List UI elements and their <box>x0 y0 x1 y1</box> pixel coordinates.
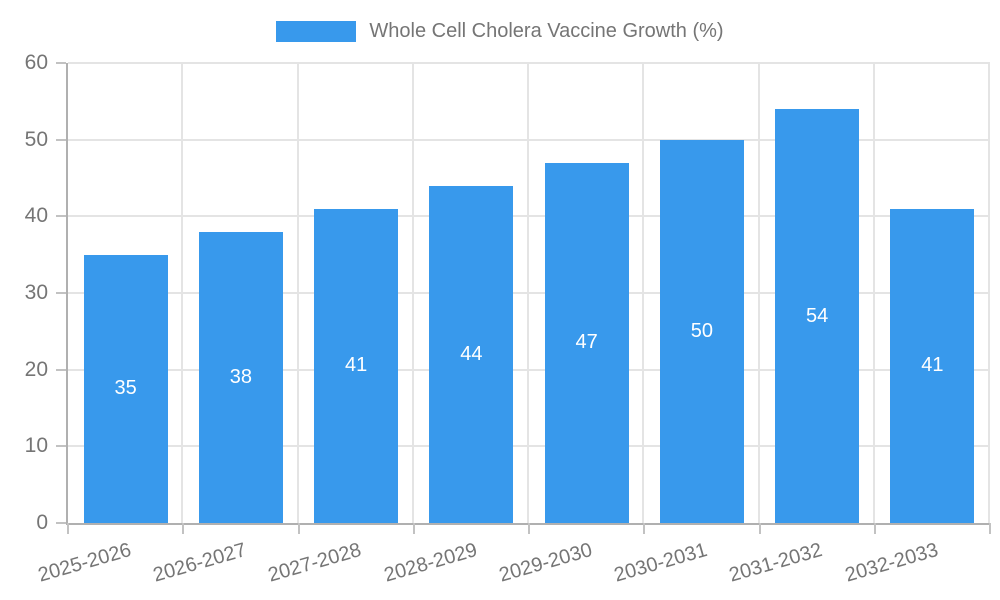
x-axis-tick-mark <box>412 523 415 534</box>
x-axis-tick-mark <box>297 523 300 534</box>
x-axis-tick-mark <box>182 523 185 534</box>
y-axis-tick-mark <box>56 292 66 294</box>
vertical-gridline <box>527 63 529 523</box>
vertical-gridline <box>642 63 645 523</box>
y-axis-tick-label: 0 <box>36 511 48 534</box>
y-axis-tick-label: 50 <box>24 127 48 151</box>
legend[interactable]: Whole Cell Cholera Vaccine Growth (%) <box>0 17 1000 45</box>
bar-value-label: 41 <box>345 354 368 377</box>
legend-swatch <box>276 20 357 42</box>
x-axis-tick-label: 2026-2027 <box>150 539 249 587</box>
x-axis-tick-mark <box>758 523 761 534</box>
bar: 41 <box>890 208 975 523</box>
y-axis-tick-mark <box>56 138 66 141</box>
x-axis-tick-label: 2030-2031 <box>611 539 710 587</box>
bar-value-label: 41 <box>921 354 944 377</box>
bar: 38 <box>198 231 283 523</box>
vertical-gridline <box>988 63 990 523</box>
bar: 54 <box>775 109 860 523</box>
x-axis-tick-mark <box>528 523 530 534</box>
bar: 35 <box>83 254 168 523</box>
x-axis-tick-label: 2032-2033 <box>842 539 941 587</box>
y-axis-tick-label: 20 <box>24 357 48 381</box>
y-axis-tick-mark <box>56 445 66 448</box>
horizontal-gridline <box>68 445 990 448</box>
bar-value-label: 38 <box>229 365 252 388</box>
horizontal-gridline <box>68 62 990 64</box>
bar-value-label: 50 <box>690 319 713 342</box>
y-axis-tick-label: 60 <box>24 51 48 74</box>
vertical-gridline <box>296 63 299 523</box>
vertical-gridline <box>181 63 184 523</box>
x-axis-tick-label: 2025-2026 <box>35 539 134 587</box>
y-axis-tick-mark <box>56 522 66 524</box>
legend-label: Whole Cell Cholera Vaccine Growth (%) <box>369 19 724 42</box>
x-axis-tick-label: 2031-2032 <box>727 539 826 587</box>
bar: 41 <box>314 208 399 523</box>
y-axis-tick-mark <box>56 215 66 218</box>
bar: 47 <box>544 162 629 523</box>
plot-area: 35 38 41 44 47 50 54 41 2025-2026 2026-2027 2027-2… <box>36 62 991 587</box>
x-axis-tick-mark <box>873 523 876 534</box>
horizontal-gridline <box>68 138 990 141</box>
bar-value-label: 47 <box>575 331 598 354</box>
bar-value-label: 54 <box>806 304 829 327</box>
horizontal-gridline <box>68 215 990 218</box>
bar: 44 <box>429 185 514 523</box>
horizontal-gridline <box>68 368 990 371</box>
x-axis-tick-label: 2028-2029 <box>381 539 480 587</box>
x-axis-tick-label: 2029-2030 <box>496 539 595 587</box>
horizontal-gridline <box>68 292 990 294</box>
y-axis-tick-label: 40 <box>24 204 48 228</box>
bar-value-label: 44 <box>460 342 483 365</box>
bar: 50 <box>659 139 744 523</box>
vertical-gridline <box>872 63 875 523</box>
y-axis-tick-label: 10 <box>24 434 48 458</box>
y-axis-tick-mark <box>56 368 66 371</box>
x-axis-tick-mark <box>989 523 991 534</box>
y-axis-tick-label: 30 <box>24 281 48 304</box>
y-axis-tick-mark <box>56 62 66 64</box>
vertical-gridline <box>411 63 414 523</box>
x-axis-tick-mark <box>643 523 646 534</box>
x-axis-tick-label: 2027-2028 <box>266 539 365 587</box>
x-axis-tick-mark <box>67 523 69 534</box>
bar-value-label: 35 <box>114 377 137 400</box>
vertical-gridline <box>757 63 760 523</box>
